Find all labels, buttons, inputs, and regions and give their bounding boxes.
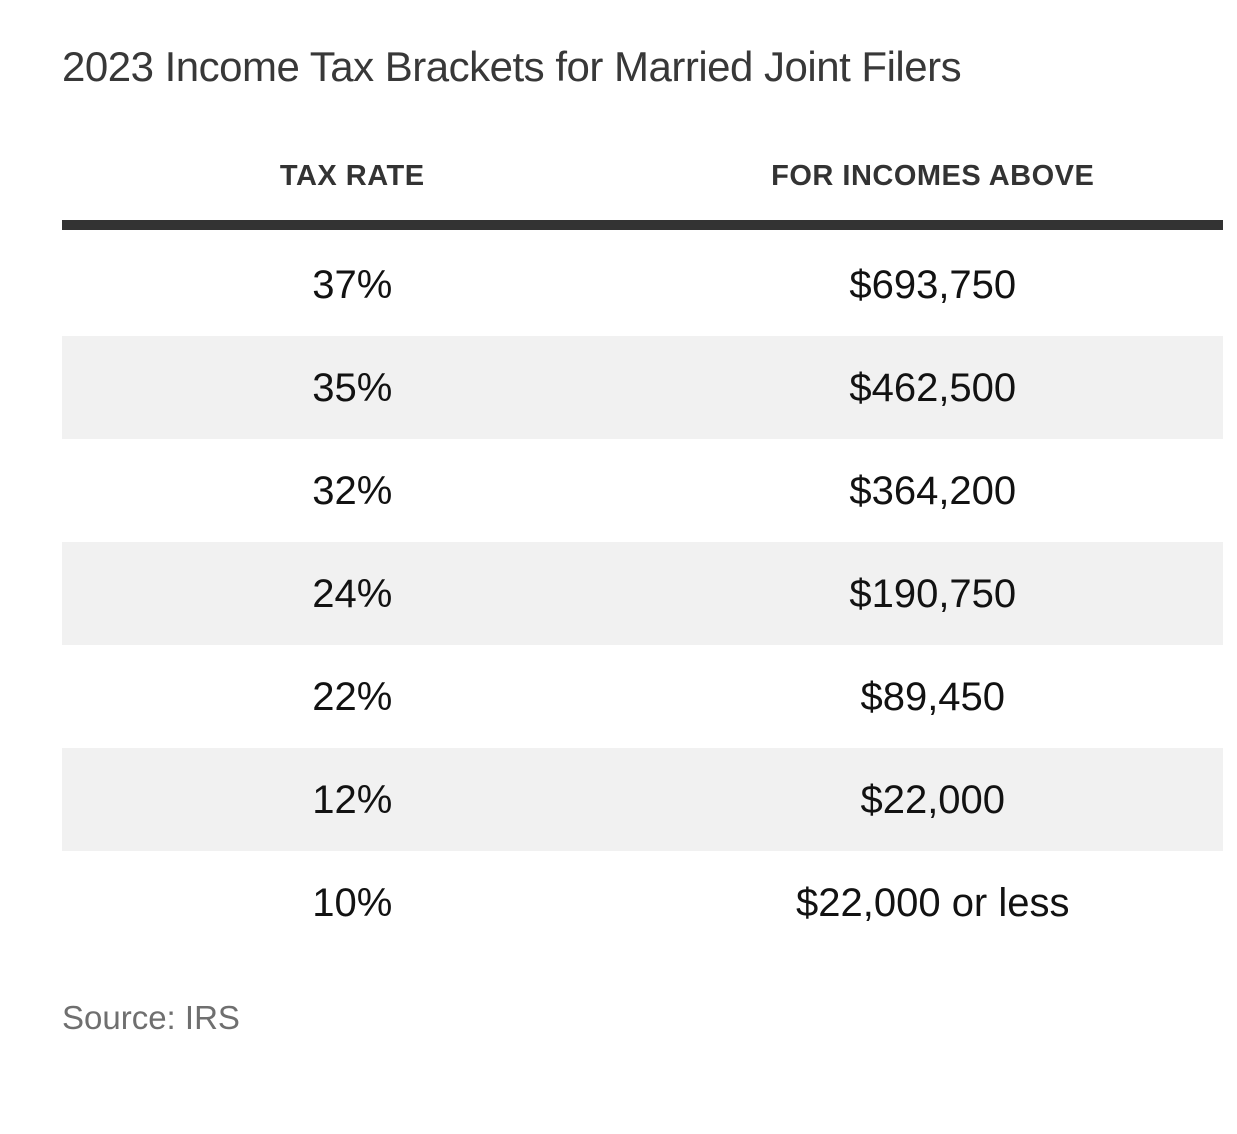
- table-row: 24% $190,750: [62, 542, 1223, 646]
- source-attribution: Source: IRS: [62, 999, 240, 1037]
- tax-rate-cell: 24%: [312, 571, 393, 616]
- tax-rate-cell: 12%: [312, 777, 393, 822]
- column-header-incomes-above: FOR INCOMES ABOVE: [771, 160, 1095, 193]
- tax-rate-cell: 35%: [312, 365, 393, 410]
- table-row: 10% $22,000 or less: [62, 851, 1223, 954]
- income-threshold-cell: $364,200: [849, 468, 1017, 513]
- income-threshold-cell: $22,000 or less: [795, 880, 1070, 925]
- tax-rate-cell: 32%: [312, 468, 393, 513]
- page-title: 2023 Income Tax Brackets for Married Joi…: [62, 43, 962, 90]
- header-rule: [62, 220, 1223, 231]
- income-threshold-cell: $693,750: [849, 262, 1017, 307]
- tax-rate-cell: 10%: [312, 880, 393, 925]
- income-threshold-cell: $190,750: [849, 571, 1017, 616]
- table-row: 37% $693,750: [62, 233, 1223, 336]
- tax-rate-cell: 37%: [312, 262, 393, 307]
- tax-brackets-table: 37% $693,750 35% $462,500 32% $364,200 2…: [62, 233, 1223, 954]
- table-header-row: TAX RATE FOR INCOMES ABOVE: [62, 162, 1223, 191]
- income-threshold-cell: $462,500: [849, 365, 1017, 410]
- table-row: 12% $22,000: [62, 748, 1223, 852]
- income-threshold-cell: $22,000: [860, 777, 1006, 822]
- income-threshold-cell: $89,450: [860, 674, 1006, 719]
- tax-rate-cell: 22%: [312, 674, 393, 719]
- figure-inner: 2023 Income Tax Brackets for Married Joi…: [62, 43, 1223, 1037]
- column-header-tax-rate: TAX RATE: [279, 160, 425, 193]
- table-row: 32% $364,200: [62, 439, 1223, 542]
- table-row: 22% $89,450: [62, 645, 1223, 748]
- table-row: 35% $462,500: [62, 336, 1223, 440]
